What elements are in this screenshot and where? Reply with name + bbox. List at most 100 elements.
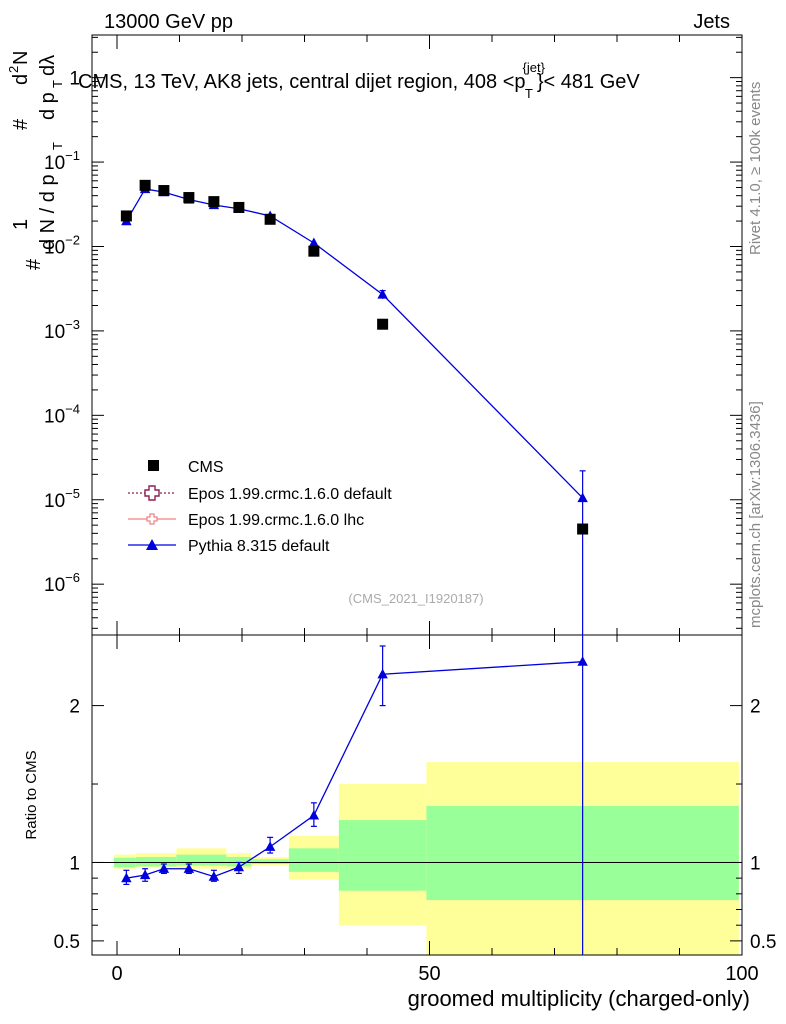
x-axis-label: groomed multiplicity (charged-only) [408,986,750,1011]
ratio-bands [113,762,739,955]
y-label-n: N [10,51,32,65]
plot-title-main: CMS, 13 TeV, AK8 jets, central dijet reg… [78,71,526,93]
legend-epos-lhc-marker [146,513,158,525]
analysis-watermark: (CMS_2021_I1920187) [348,591,483,606]
main-y-label: # 1 d N / d p T # d 2 N d p T dλ [1,45,67,270]
main-pythia-point [377,288,388,299]
main-y-tick-exp: −2 [65,232,80,247]
main-y-tick-exp: −3 [65,317,80,332]
rivet-version: Rivet 4.1.0, ≥ 100k events [747,82,764,255]
ratio-band-inner [338,820,427,891]
header-energy: 13000 GeV pp [104,11,233,33]
main-cms-point [377,318,389,330]
ratio-band-inner [135,856,177,867]
ratio-pythia-point [139,869,151,880]
main-cms-point [120,210,132,222]
ratio-pythia-point [264,841,276,851]
main-y-tick-base: 10 [44,237,65,258]
legend: CMS Epos 1.99.crmc.1.6.0 default Epos 1.… [128,459,392,555]
main-y-tick-base: 10 [44,575,65,596]
main-y-tick-label: 10−4 [44,401,80,427]
main-pythia-point [308,237,320,248]
ratio-pythia-point [208,871,220,881]
ratio-y-tick-label-right: 0.5 [750,932,776,953]
legend-cms-label: CMS [188,459,224,476]
y-label-sub-t-2: T [50,80,65,88]
ratio-y-tick-label: 0.5 [54,932,80,953]
main-cms-point [183,192,195,204]
ratio-band-inner [176,854,227,866]
plot-title-sup: {jet} [523,60,546,75]
x-axis: 0 50 100 [111,35,759,985]
main-y-tick-base: 10 [44,406,65,427]
ratio-pythia-point [577,656,588,666]
y-label-two: 2 [6,66,21,73]
ratio-y-axis: 0.5 0.5 1 1 2 2 [54,697,777,953]
main-y-tick-label: 10−1 [44,148,80,174]
y-label-hash-2: # [10,118,32,130]
ratio-pythia-point [377,668,388,679]
ratio-band-inner [288,848,339,872]
legend-epos-default-marker [144,485,160,501]
main-cms-point [139,179,151,191]
y-label-dlambda: dλ [37,55,59,76]
ratio-y-tick-label: 2 [69,697,80,718]
main-pythia-series [121,183,588,635]
main-y-tick-exp: −6 [65,570,80,585]
main-cms-point [577,523,589,535]
ratio-y-label: Ratio to CMS [23,750,40,839]
ratio-pythia-point [308,809,320,820]
y-label-dp: d p [37,92,59,120]
ratio-pythia-series [121,635,588,955]
y-label-hash-1: # [23,258,45,270]
ratio-pythia-point [183,863,195,873]
legend-cms-marker [148,460,159,471]
main-pythia-line [125,188,584,499]
main-y-tick-base: 10 [44,491,65,512]
main-cms-point [233,201,245,213]
legend-epos-default-label: Epos 1.99.crmc.1.6.0 default [188,486,392,503]
main-cms-point [264,213,276,225]
legend-pythia-label: Pythia 8.315 default [188,538,330,555]
main-y-tick-base: 10 [44,153,65,174]
mcplots-credit: mcplots.cern.ch [arXiv:1306.3436] [747,401,764,628]
ratio-pythia-line [126,661,583,879]
main-y-tick-label: 10−3 [44,317,80,343]
header-jets: Jets [693,11,730,33]
main-y-tick-label: 10−6 [44,570,80,596]
main-y-tick-label: 10−2 [44,232,80,258]
y-label-one: 1 [10,219,32,230]
plot-title-end: }< 481 GeV [537,71,641,93]
main-y-tick-exp: −1 [65,148,80,163]
ratio-pythia-point [158,863,170,873]
main-y-tick-base: 10 [44,322,65,343]
main-cms-series [120,179,589,535]
ratio-y-tick-label-right: 1 [750,853,761,874]
y-label-dndpt: d N / d p [37,174,59,250]
ratio-band-inner [251,859,289,865]
main-y-tick-exp: −5 [65,486,80,501]
ratio-panel [91,634,743,956]
x-tick-label: 100 [725,963,758,985]
ratio-y-tick-label: 1 [69,853,80,874]
x-tick-label: 50 [418,963,440,985]
main-y-tick-exp: −4 [65,401,80,416]
main-cms-point [208,196,220,208]
ratio-pythia-point [233,861,245,872]
main-y-tick-label: 1 [69,69,80,90]
y-label-sub-t-1: T [50,142,65,150]
ratio-plot-frame [91,634,743,956]
main-cms-point [308,245,320,257]
main-cms-point [158,185,170,197]
legend-pythia-marker [146,539,158,550]
plot-title: CMS, 13 TeV, AK8 jets, central dijet reg… [78,60,640,101]
ratio-y-tick-label-right: 2 [750,697,761,718]
ratio-pythia-point [121,872,132,883]
legend-epos-lhc-label: Epos 1.99.crmc.1.6.0 lhc [188,512,364,529]
main-y-tick-label: 10−5 [44,486,80,512]
y-label-d: d [10,74,32,85]
main-pythia-point [577,492,588,503]
main-y-axis: 110−110−210−310−410−510−6 [44,36,742,629]
plot-title-sub: T [525,86,533,101]
